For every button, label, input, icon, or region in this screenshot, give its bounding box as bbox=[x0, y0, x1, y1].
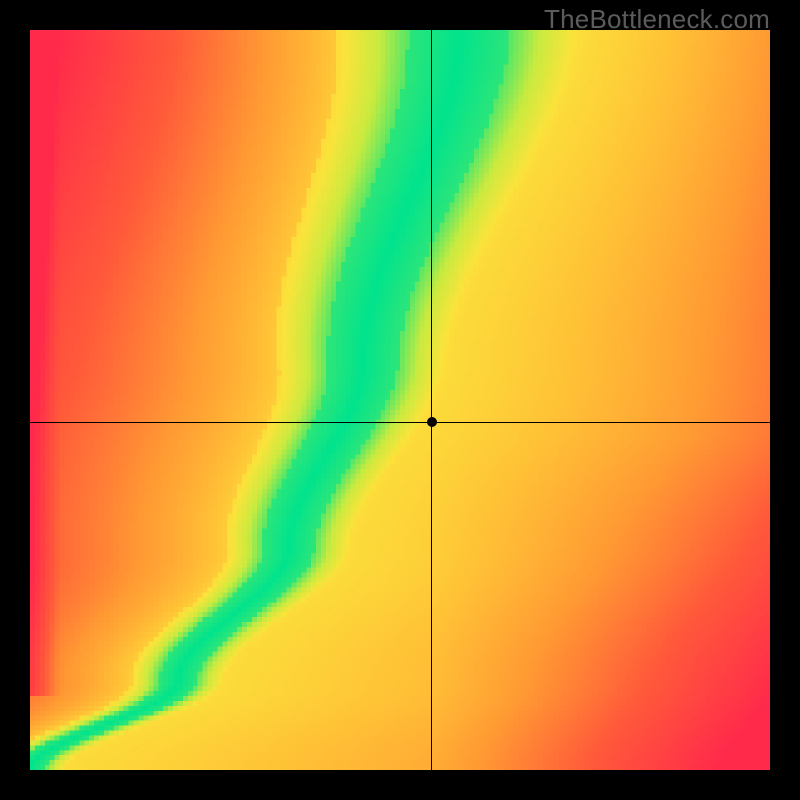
crosshair-marker bbox=[427, 417, 437, 427]
heatmap-canvas bbox=[30, 30, 770, 770]
crosshair-vertical bbox=[431, 30, 432, 770]
crosshair-horizontal bbox=[30, 422, 770, 423]
watermark-text: TheBottleneck.com bbox=[544, 4, 770, 35]
plot-area bbox=[30, 30, 770, 770]
